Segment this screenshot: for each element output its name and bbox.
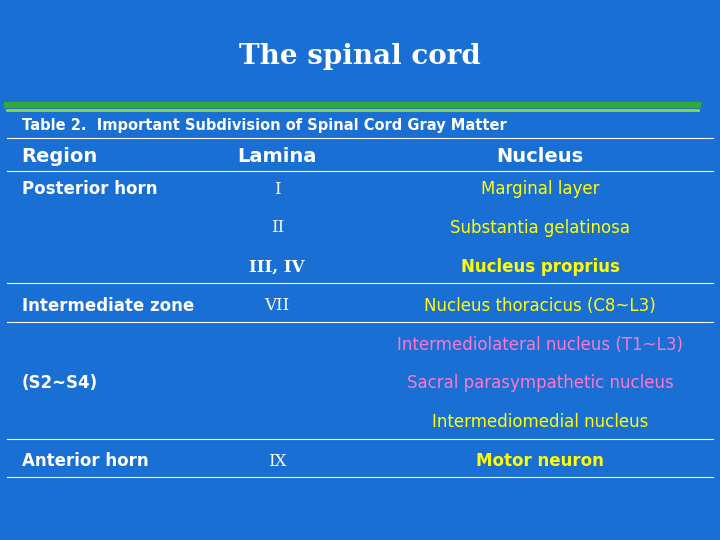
Text: Anterior horn: Anterior horn	[22, 452, 148, 470]
Text: Sacral parasympathetic nucleus: Sacral parasympathetic nucleus	[407, 374, 673, 393]
Text: I: I	[274, 180, 281, 198]
Text: Nucleus thoracicus (C8~L3): Nucleus thoracicus (C8~L3)	[424, 296, 656, 315]
Text: Table 2.  Important Subdivision of Spinal Cord Gray Matter: Table 2. Important Subdivision of Spinal…	[22, 118, 506, 133]
Text: Intermediomedial nucleus: Intermediomedial nucleus	[432, 413, 648, 431]
Text: Region: Region	[22, 147, 98, 166]
Text: III, IV: III, IV	[249, 258, 305, 275]
Text: (S2~S4): (S2~S4)	[22, 374, 98, 393]
Text: VII: VII	[264, 297, 290, 314]
Text: Lamina: Lamina	[238, 147, 317, 166]
Text: Nucleus: Nucleus	[496, 147, 584, 166]
Text: IX: IX	[268, 453, 287, 470]
Text: The spinal cord: The spinal cord	[239, 43, 481, 70]
Text: Motor neuron: Motor neuron	[476, 452, 604, 470]
Text: Marginal layer: Marginal layer	[481, 180, 599, 198]
Text: Intermediate zone: Intermediate zone	[22, 296, 194, 315]
Text: Intermediolateral nucleus (T1~L3): Intermediolateral nucleus (T1~L3)	[397, 335, 683, 354]
Text: II: II	[271, 219, 284, 237]
Text: Substantia gelatinosa: Substantia gelatinosa	[450, 219, 630, 237]
Text: Posterior horn: Posterior horn	[22, 180, 157, 198]
Text: Nucleus proprius: Nucleus proprius	[461, 258, 619, 276]
